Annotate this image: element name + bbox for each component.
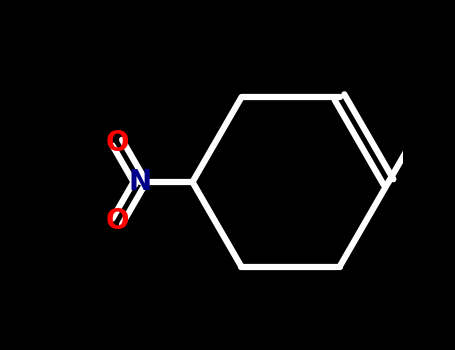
Text: O: O — [106, 128, 129, 156]
Text: O: O — [106, 208, 129, 236]
Text: N: N — [128, 168, 152, 196]
